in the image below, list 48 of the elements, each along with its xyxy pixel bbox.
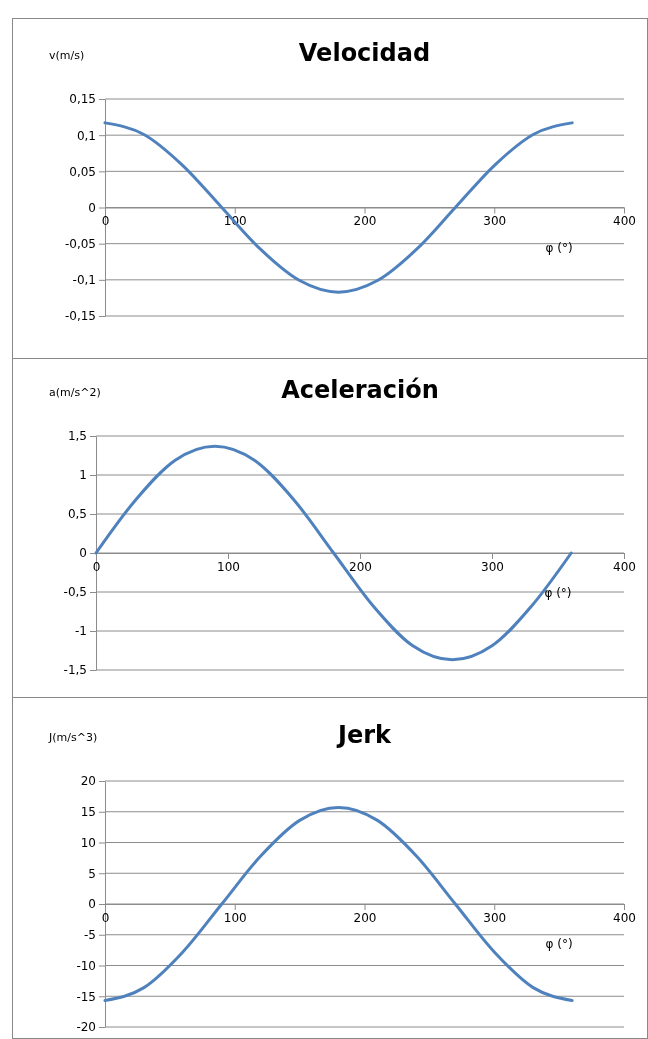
y-tick-label: -0,5 — [63, 585, 87, 600]
x-tick-label: 0 — [101, 214, 110, 229]
y-tick-label: 5 — [88, 866, 96, 881]
x-axis-title: φ (°) — [545, 240, 573, 255]
x-tick-label: 200 — [349, 559, 372, 574]
line-series — [103, 121, 574, 294]
line-series — [103, 805, 574, 1003]
y-tick-label: -10 — [76, 958, 96, 973]
y-tick-label: 0,05 — [69, 164, 96, 179]
x-tick-label: 100 — [223, 910, 247, 925]
y-axis-title: a(m/s^2) — [49, 386, 101, 399]
x-tick-label: 300 — [481, 559, 504, 574]
x-tick-label: 200 — [353, 214, 377, 229]
y-tick-label: -20 — [76, 1020, 96, 1035]
y-tick-label: 0 — [88, 200, 96, 215]
x-axis-title: φ (°) — [545, 937, 573, 951]
y-tick-label: 15 — [80, 805, 96, 820]
y-tick-label: 10 — [80, 835, 96, 850]
y-tick-label: 20 — [80, 774, 96, 789]
y-axis-title: J(m/s^3) — [48, 731, 98, 744]
y-tick-label: -5 — [84, 928, 96, 943]
y-tick-label: 0,1 — [76, 128, 96, 143]
y-tick-label: -1,5 — [63, 663, 87, 678]
y-tick-label: -15 — [76, 989, 96, 1004]
x-tick-label: 400 — [613, 559, 636, 574]
chart-title: Jerk — [335, 721, 393, 749]
x-tick-label: 300 — [483, 214, 507, 229]
x-tick-label: 0 — [101, 910, 110, 925]
y-axis-title: v(m/s) — [49, 49, 85, 62]
x-tick-label: 400 — [613, 214, 636, 229]
y-tick-label: 0 — [79, 546, 87, 561]
y-tick-label: -1 — [75, 624, 87, 639]
y-tick-label: 0 — [88, 897, 96, 912]
x-tick-label: 100 — [217, 559, 240, 574]
y-tick-label: 0,5 — [67, 507, 87, 522]
y-tick-label: 1,5 — [67, 429, 87, 444]
chart-title: Velocidad — [298, 39, 431, 67]
line-series — [94, 444, 573, 662]
y-tick-label: 0,15 — [69, 92, 96, 107]
x-axis-title: φ (°) — [544, 586, 572, 600]
y-tick-label: -0,15 — [64, 309, 96, 324]
x-tick-label: 400 — [613, 910, 636, 925]
y-tick-label: 1 — [79, 468, 87, 483]
y-tick-label: -0,05 — [64, 237, 96, 252]
x-tick-label: 300 — [483, 910, 507, 925]
chart-title: Aceleración — [281, 376, 439, 404]
y-tick-label: -0,1 — [72, 273, 96, 288]
x-tick-label: 200 — [353, 910, 377, 925]
